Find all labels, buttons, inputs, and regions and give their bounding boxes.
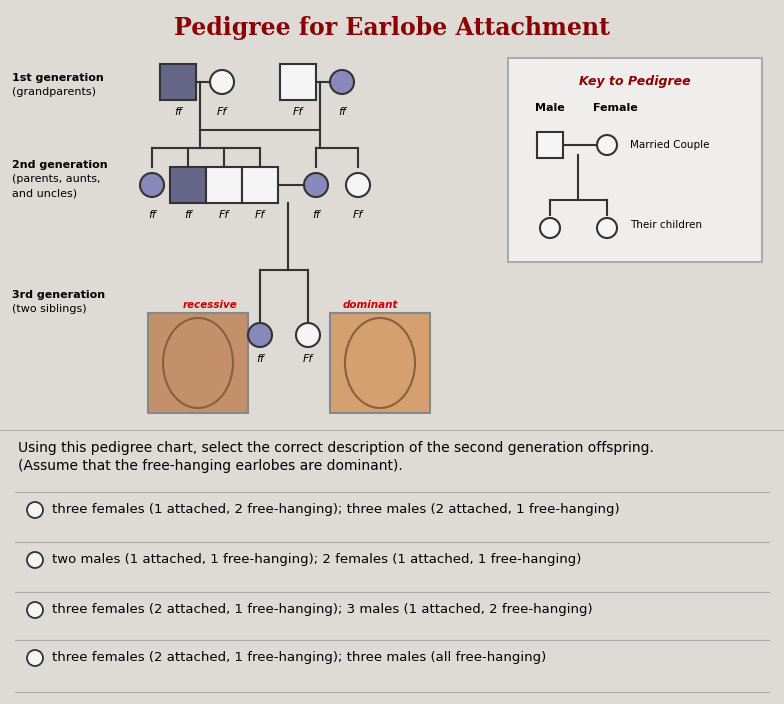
Text: 3rd generation: 3rd generation [12,290,105,300]
Circle shape [597,135,617,155]
Text: Ff: Ff [219,210,229,220]
Text: (Assume that the free-hanging earlobes are dominant).: (Assume that the free-hanging earlobes a… [18,459,403,473]
Bar [160,64,196,100]
Text: ff: ff [312,210,320,220]
Circle shape [330,70,354,94]
Text: ff: ff [174,107,182,117]
Text: Married Couple: Married Couple [630,140,710,150]
FancyBboxPatch shape [148,313,248,413]
Text: (grandparents): (grandparents) [12,87,96,97]
Circle shape [346,173,370,197]
Text: ff: ff [256,354,264,364]
Bar [0,430,784,704]
Bar [0,0,784,430]
Text: ff: ff [148,210,156,220]
Text: dominant: dominant [343,300,397,310]
Circle shape [304,173,328,197]
Text: ff: ff [338,107,346,117]
Text: Ff: Ff [353,210,363,220]
Text: three females (1 attached, 2 free-hanging); three males (2 attached, 1 free-hang: three females (1 attached, 2 free-hangin… [52,503,619,517]
Text: Ff: Ff [217,107,227,117]
Text: two males (1 attached, 1 free-hanging); 2 females (1 attached, 1 free-hanging): two males (1 attached, 1 free-hanging); … [52,553,582,567]
Text: three females (2 attached, 1 free-hanging); 3 males (1 attached, 2 free-hanging): three females (2 attached, 1 free-hangin… [52,603,593,617]
Circle shape [210,70,234,94]
Text: Their children: Their children [630,220,702,230]
Circle shape [540,218,560,238]
Text: Male: Male [535,103,565,113]
Bar [537,132,563,158]
Text: (parents, aunts,: (parents, aunts, [12,174,100,184]
FancyBboxPatch shape [330,313,430,413]
Circle shape [27,602,43,618]
Circle shape [597,218,617,238]
Circle shape [296,323,320,347]
Text: Female: Female [593,103,637,113]
Text: Using this pedigree chart, select the correct description of the second generati: Using this pedigree chart, select the co… [18,441,654,455]
Ellipse shape [163,318,233,408]
Bar [280,64,316,100]
Text: three females (2 attached, 1 free-hanging); three males (all free-hanging): three females (2 attached, 1 free-hangin… [52,651,546,665]
Circle shape [140,173,164,197]
Text: Key to Pedigree: Key to Pedigree [579,75,691,89]
Text: Ff: Ff [255,210,265,220]
Circle shape [27,502,43,518]
Circle shape [27,650,43,666]
Text: and uncles): and uncles) [12,188,77,198]
FancyBboxPatch shape [508,58,762,262]
Text: 1st generation: 1st generation [12,73,103,83]
Bar [170,167,206,203]
Bar [206,167,242,203]
Text: recessive: recessive [183,300,238,310]
Circle shape [27,552,43,568]
Bar [242,167,278,203]
Circle shape [248,323,272,347]
Text: (two siblings): (two siblings) [12,304,86,314]
Text: 2nd generation: 2nd generation [12,160,107,170]
Text: Ff: Ff [293,107,303,117]
Text: ff: ff [184,210,192,220]
Text: Pedigree for Earlobe Attachment: Pedigree for Earlobe Attachment [174,16,610,40]
Ellipse shape [345,318,415,408]
Text: Ff: Ff [303,354,313,364]
